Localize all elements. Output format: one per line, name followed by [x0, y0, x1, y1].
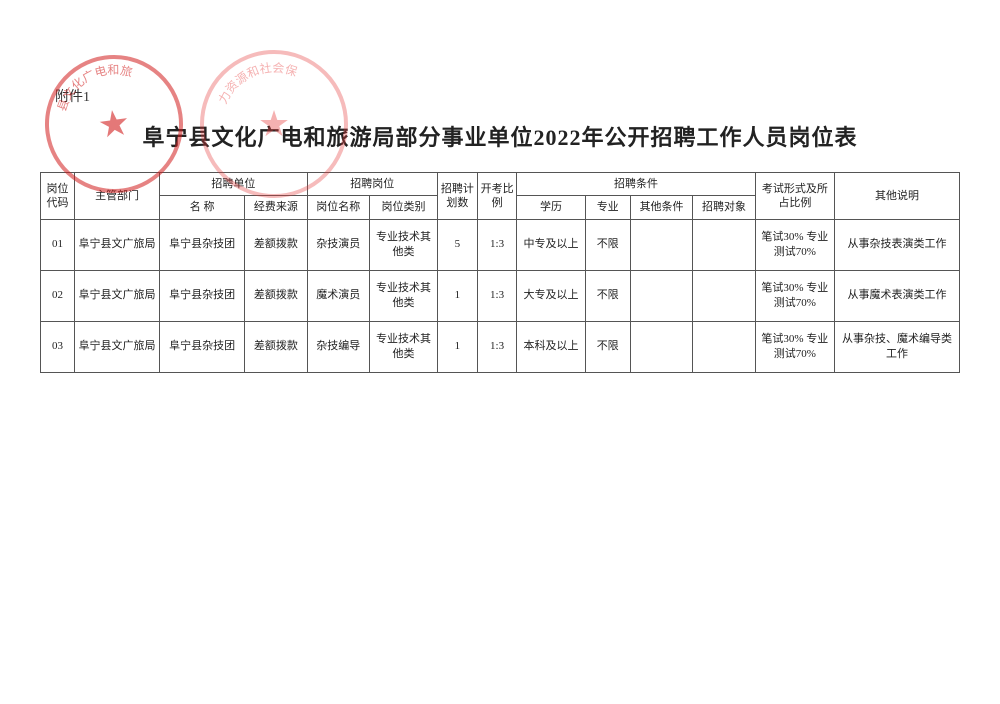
cell-unit_name: 阜宁县杂技团: [160, 321, 245, 372]
cell-post_type: 专业技术其他类: [369, 219, 437, 270]
cell-plan: 5: [438, 219, 478, 270]
cell-other_cond: [630, 219, 692, 270]
cell-target: [693, 219, 755, 270]
th-unit-fund: 经费来源: [245, 196, 307, 219]
table-header: 岗位代码 主管部门 招聘单位 招聘岗位 招聘计划数 开考比例 招聘条件 考试形式…: [41, 173, 960, 220]
cell-post_name: 杂技演员: [307, 219, 369, 270]
recruitment-table: 岗位代码 主管部门 招聘单位 招聘岗位 招聘计划数 开考比例 招聘条件 考试形式…: [40, 172, 960, 373]
cell-unit_fund: 差额拨款: [245, 321, 307, 372]
th-post-name: 岗位名称: [307, 196, 369, 219]
cell-edu: 大专及以上: [517, 270, 585, 321]
cell-remark: 从事杂技、魔术编导类工作: [835, 321, 960, 372]
th-code: 岗位代码: [41, 173, 75, 220]
cell-remark: 从事魔术表演类工作: [835, 270, 960, 321]
cell-remark: 从事杂技表演类工作: [835, 219, 960, 270]
th-post-group: 招聘岗位: [307, 173, 437, 196]
page: 附件1 县文化广电和旅 ★ 力资源和社会保 ★ 阜宁县文化广电和旅游局部分事业单…: [0, 0, 1000, 704]
cell-code: 02: [41, 270, 75, 321]
cell-edu: 中专及以上: [517, 219, 585, 270]
cell-major: 不限: [585, 321, 630, 372]
table-row: 03阜宁县文广旅局阜宁县杂技团差额拨款杂技编导专业技术其他类11:3本科及以上不…: [41, 321, 960, 372]
cell-ratio: 1:3: [477, 270, 517, 321]
cell-post_name: 杂技编导: [307, 321, 369, 372]
th-remark: 其他说明: [835, 173, 960, 220]
cell-post_type: 专业技术其他类: [369, 270, 437, 321]
cell-unit_name: 阜宁县杂技团: [160, 219, 245, 270]
cell-dept: 阜宁县文广旅局: [75, 219, 160, 270]
cell-unit_name: 阜宁县杂技团: [160, 270, 245, 321]
th-target: 招聘对象: [693, 196, 755, 219]
cell-plan: 1: [438, 270, 478, 321]
table-row: 02阜宁县文广旅局阜宁县杂技团差额拨款魔术演员专业技术其他类11:3大专及以上不…: [41, 270, 960, 321]
th-dept: 主管部门: [75, 173, 160, 220]
attachment-label: 附件1: [55, 86, 90, 106]
table-body: 01阜宁县文广旅局阜宁县杂技团差额拨款杂技演员专业技术其他类51:3中专及以上不…: [41, 219, 960, 372]
th-unit-group: 招聘单位: [160, 173, 307, 196]
cell-exam: 笔试30% 专业测试70%: [755, 219, 834, 270]
cell-ratio: 1:3: [477, 321, 517, 372]
cell-exam: 笔试30% 专业测试70%: [755, 321, 834, 372]
cell-target: [693, 270, 755, 321]
cell-other_cond: [630, 270, 692, 321]
cell-major: 不限: [585, 270, 630, 321]
cell-ratio: 1:3: [477, 219, 517, 270]
th-other-cond: 其他条件: [630, 196, 692, 219]
th-ratio: 开考比例: [477, 173, 517, 220]
cell-major: 不限: [585, 219, 630, 270]
th-edu: 学历: [517, 196, 585, 219]
cell-target: [693, 321, 755, 372]
cell-unit_fund: 差额拨款: [245, 270, 307, 321]
cell-post_name: 魔术演员: [307, 270, 369, 321]
cell-dept: 阜宁县文广旅局: [75, 270, 160, 321]
cell-code: 03: [41, 321, 75, 372]
th-major: 专业: [585, 196, 630, 219]
cell-plan: 1: [438, 321, 478, 372]
cell-post_type: 专业技术其他类: [369, 321, 437, 372]
cell-unit_fund: 差额拨款: [245, 219, 307, 270]
page-title: 阜宁县文化广电和旅游局部分事业单位2022年公开招聘工作人员岗位表: [40, 120, 960, 152]
th-unit-name: 名 称: [160, 196, 245, 219]
cell-edu: 本科及以上: [517, 321, 585, 372]
th-post-type: 岗位类别: [369, 196, 437, 219]
cell-exam: 笔试30% 专业测试70%: [755, 270, 834, 321]
svg-text:力资源和社会保: 力资源和社会保: [216, 60, 299, 106]
cell-code: 01: [41, 219, 75, 270]
th-exam: 考试形式及所占比例: [755, 173, 834, 220]
table-row: 01阜宁县文广旅局阜宁县杂技团差额拨款杂技演员专业技术其他类51:3中专及以上不…: [41, 219, 960, 270]
th-plan: 招聘计划数: [438, 173, 478, 220]
cell-dept: 阜宁县文广旅局: [75, 321, 160, 372]
cell-other_cond: [630, 321, 692, 372]
th-cond-group: 招聘条件: [517, 173, 755, 196]
